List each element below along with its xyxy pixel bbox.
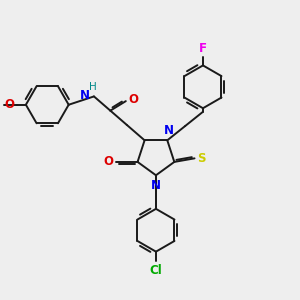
Text: O: O [129,93,139,106]
Text: O: O [103,154,113,167]
Text: Cl: Cl [150,263,162,277]
Text: O: O [4,98,15,111]
Text: N: N [151,179,161,192]
Text: S: S [197,152,206,165]
Text: F: F [199,42,207,55]
Text: N: N [80,89,90,102]
Text: N: N [164,124,173,137]
Text: H: H [89,82,97,92]
